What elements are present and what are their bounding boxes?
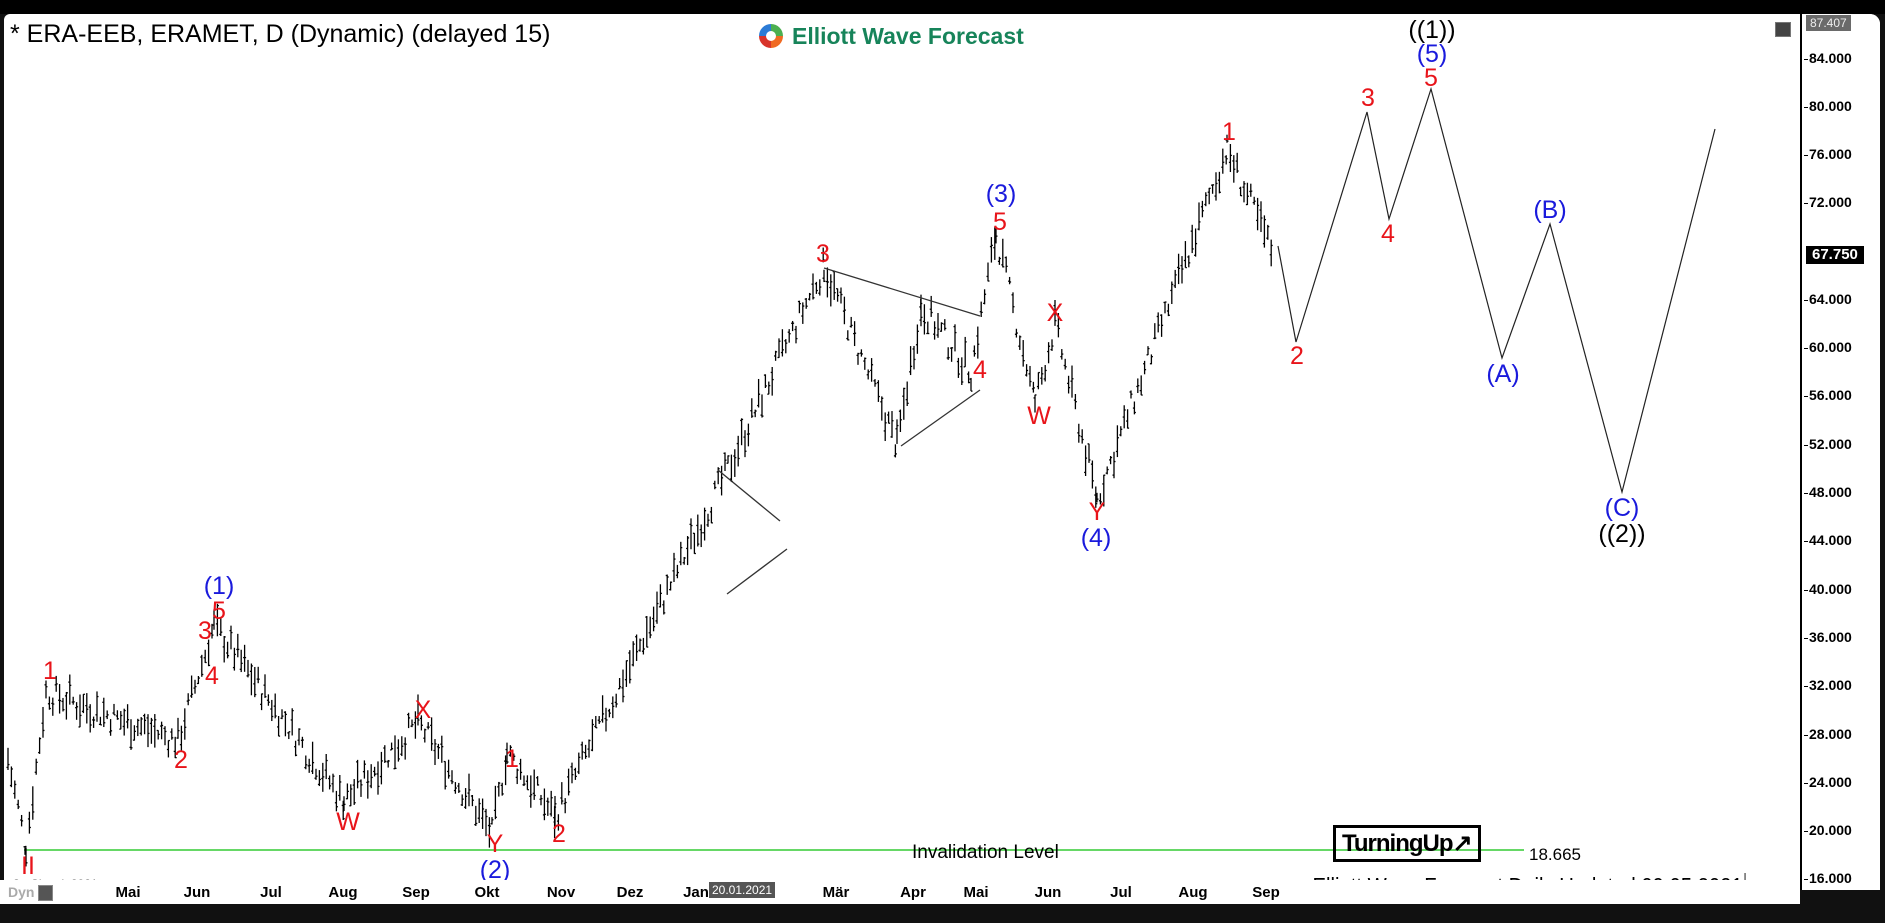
x-tick: Sep [402,884,430,901]
last-price-badge: 67.750 [1806,246,1864,264]
wave-label-1b: 1 [505,745,519,773]
brand-name: Elliott Wave Forecast [792,22,1024,49]
wave-label-2: 2 [174,746,188,774]
projection-path [1277,86,1716,495]
wave-label-5d: 5 [1424,64,1438,92]
price-chart-canvas[interactable] [4,14,1800,890]
x-tick: Mai [115,884,141,901]
y-tick: 84.000 [1804,50,1852,66]
wave-label-(C): (C) [1604,494,1640,522]
max-price-badge: 87.407 [1806,15,1851,31]
wave-label-1: 1 [43,657,57,685]
wave-label-X2: X [1046,299,1064,327]
brand-swirl-icon [759,24,783,48]
y-tick: 56.000 [1804,387,1852,403]
wave-label-5: 5 [212,597,226,625]
x-tick: Jun [183,884,211,901]
wave-label-W: W [336,808,360,836]
wave-label-4: 4 [205,662,219,690]
window-top-bar [0,0,1885,14]
price-axis[interactable]: 87.407 84.000 80.000 76.000 72.000 67.75… [1800,14,1880,890]
y-tick: 72.000 [1804,194,1852,210]
wave-label-3c: 3 [816,240,830,268]
turning-up-badge: TurningUp↗ [1333,825,1481,862]
turning-up-text: TurningUp [1342,830,1454,857]
ohlc-bars [6,134,1273,867]
chart-panel[interactable]: * ERA-EEB, ERAMET, D (Dynamic) (delayed … [4,14,1880,890]
y-tick: 20.000 [1804,822,1852,838]
wave-label-II: II [21,852,35,880]
y-tick: 24.000 [1804,774,1852,790]
x-tick: Okt [474,884,500,901]
dyn-label: Dyn [8,884,35,900]
x-tick: Aug [328,884,358,901]
lock-icon[interactable] [38,885,53,901]
chart-title: * ERA-EEB, ERAMET, D (Dynamic) (delayed … [10,20,551,48]
wave-label-(A): (A) [1486,360,1520,388]
wave-label-(3): (3) [985,180,1017,208]
y-tick: 16.000 [1804,870,1852,886]
x-tick: Dez [616,884,644,901]
x-tick: Jan [683,884,709,901]
wave-label-((1)): ((1)) [1408,16,1456,44]
wave-label-2b: 2 [552,820,566,848]
wave-label-(1): (1) [203,572,235,600]
x-tick: Nov [546,884,576,901]
y-tick: 40.000 [1804,581,1852,597]
wave-label-4c: 4 [973,356,987,384]
restore-window-button[interactable] [1775,22,1791,37]
wave-label-X: X [414,696,432,724]
x-tick: Jun [1034,884,1062,901]
crosshair-date-badge: 20.01.2021 [709,882,776,898]
brand-logo: Elliott Wave Forecast [756,21,1024,51]
y-tick: 36.000 [1804,629,1852,645]
x-tick: Jul [1110,884,1132,901]
x-tick: Aug [1178,884,1208,901]
wave-label-3d: 3 [1361,84,1375,112]
y-tick: 64.000 [1804,291,1852,307]
y-tick: 76.000 [1804,146,1852,162]
wave-label-4d: 4 [1381,220,1395,248]
wave-label-(5): (5) [1416,40,1448,68]
y-tick: 44.000 [1804,532,1852,548]
wave-label-((2)): ((2)) [1598,520,1646,548]
wave-label-5c: 5 [993,208,1007,236]
y-tick: 48.000 [1804,484,1852,500]
x-tick: Apr [900,884,926,901]
invalidation-level-label: Invalidation Level [912,842,1059,863]
time-axis[interactable] [0,880,1800,904]
arrow-up-right-icon: ↗ [1452,830,1473,857]
x-tick: Mär [822,884,850,901]
x-tick: Sep [1252,884,1280,901]
x-tick: Jul [260,884,282,901]
y-tick: 32.000 [1804,677,1852,693]
wave-label-(4): (4) [1080,524,1112,552]
y-tick: 28.000 [1804,726,1852,742]
y-tick: 52.000 [1804,436,1852,452]
x-tick: Mai [963,884,989,901]
wave-label-W2: W [1027,402,1051,430]
wave-label-1d: 1 [1222,118,1236,146]
wave-label-3: 3 [198,617,212,645]
wave-label-(B): (B) [1533,196,1567,224]
triangle-patterns [717,267,981,595]
y-tick: 80.000 [1804,98,1852,114]
wave-label-Y: Y [486,830,504,858]
invalidation-level-value: 18.665 [1529,845,1581,864]
wave-label-Y2: Y [1088,498,1106,526]
wave-label-(2): (2) [479,856,511,884]
wave-label-2d: 2 [1290,342,1304,370]
y-tick: 60.000 [1804,339,1852,355]
